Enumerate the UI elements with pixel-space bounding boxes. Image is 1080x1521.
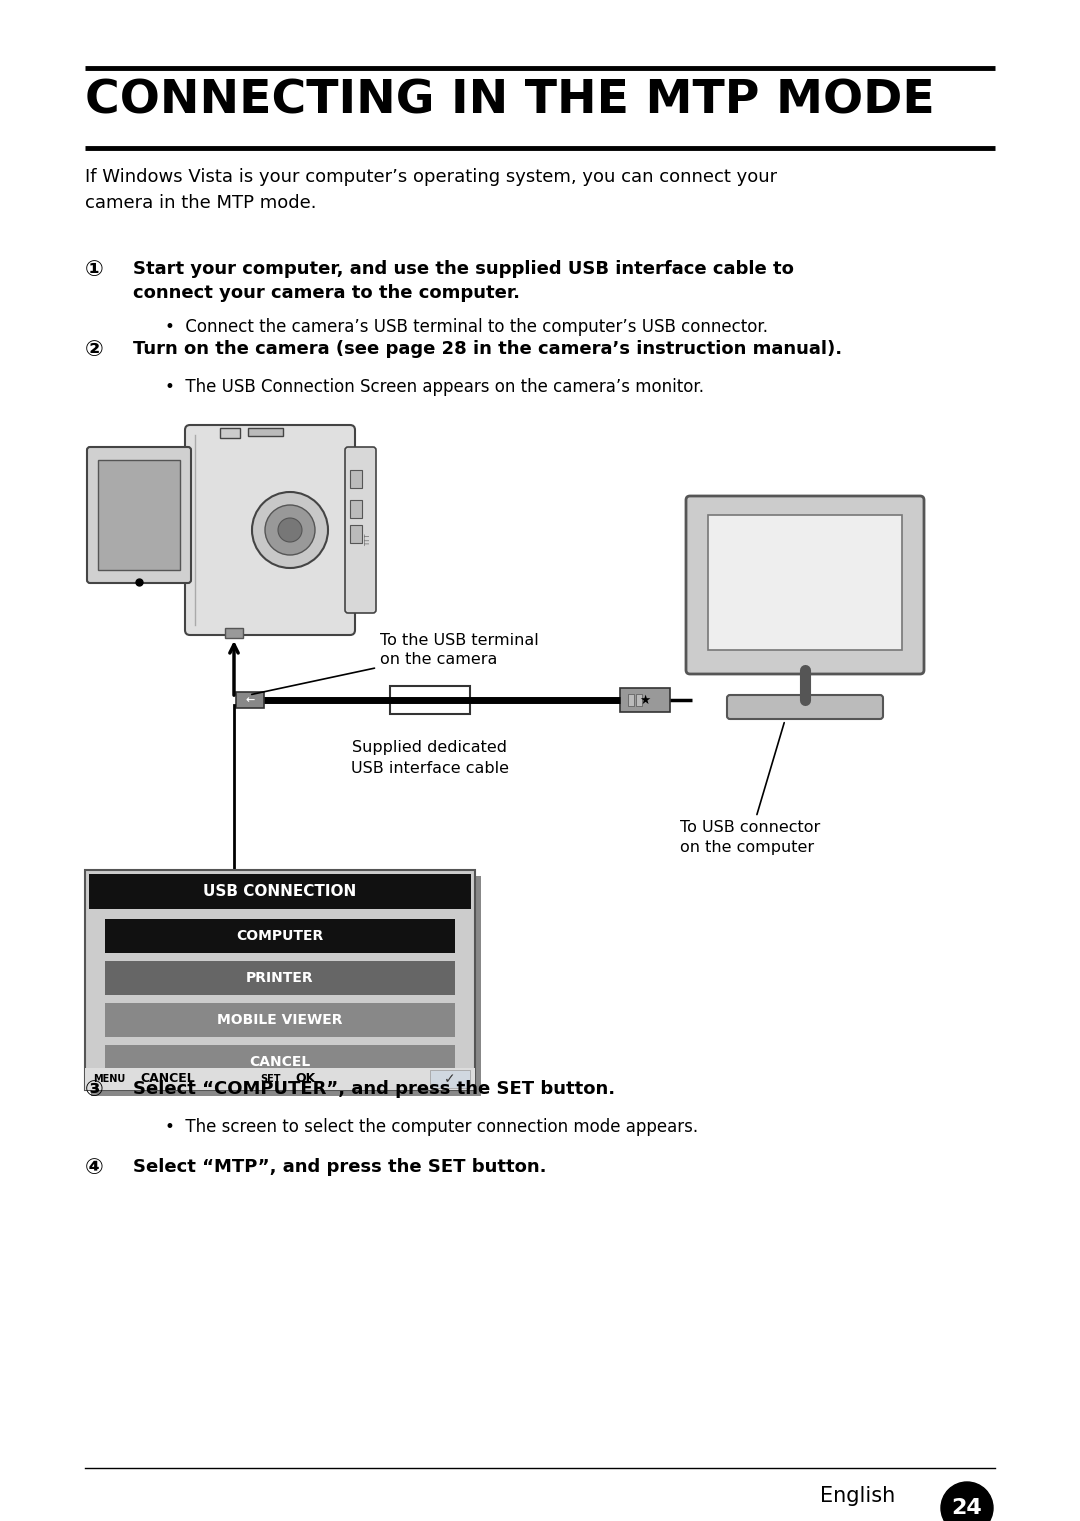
Text: ④: ④ xyxy=(85,1157,104,1177)
Text: ③: ③ xyxy=(85,1080,104,1100)
Bar xyxy=(91,876,481,1097)
Text: COMPUTER: COMPUTER xyxy=(237,929,324,943)
Text: USB CONNECTION: USB CONNECTION xyxy=(203,884,356,899)
Text: OK: OK xyxy=(295,1072,315,1086)
Circle shape xyxy=(278,519,302,541)
Text: Start your computer, and use the supplied USB interface cable to
connect your ca: Start your computer, and use the supplie… xyxy=(133,260,794,301)
Bar xyxy=(237,692,264,707)
Text: ✓: ✓ xyxy=(444,1072,456,1086)
Text: MENU: MENU xyxy=(93,1074,125,1084)
Text: ←: ← xyxy=(245,695,255,706)
Bar xyxy=(350,525,362,543)
Bar xyxy=(105,919,455,954)
Text: 24: 24 xyxy=(951,1498,983,1518)
Circle shape xyxy=(252,491,328,567)
Bar xyxy=(620,687,670,712)
Bar xyxy=(627,694,634,706)
Bar xyxy=(89,875,471,910)
Text: Turn on the camera (see page 28 in the camera’s instruction manual).: Turn on the camera (see page 28 in the c… xyxy=(133,341,842,357)
Bar xyxy=(105,961,455,995)
FancyBboxPatch shape xyxy=(727,695,883,719)
Text: ①: ① xyxy=(85,260,104,280)
Bar xyxy=(708,516,902,649)
Text: ②: ② xyxy=(85,341,104,360)
Bar xyxy=(98,459,180,570)
Circle shape xyxy=(941,1481,993,1521)
Text: To USB connector
on the computer: To USB connector on the computer xyxy=(680,722,820,855)
Bar xyxy=(248,427,283,437)
Bar xyxy=(636,694,642,706)
Bar xyxy=(85,1068,475,1091)
Text: •  The screen to select the computer connection mode appears.: • The screen to select the computer conn… xyxy=(165,1118,698,1136)
FancyBboxPatch shape xyxy=(686,496,924,674)
Text: •  Connect the camera’s USB terminal to the computer’s USB connector.: • Connect the camera’s USB terminal to t… xyxy=(165,318,768,336)
Bar xyxy=(350,470,362,488)
Text: To the USB terminal
on the camera: To the USB terminal on the camera xyxy=(252,633,539,695)
Text: CANCEL: CANCEL xyxy=(140,1072,194,1086)
Bar xyxy=(350,500,362,519)
Text: TTT: TTT xyxy=(365,534,372,546)
Text: CANCEL: CANCEL xyxy=(249,1056,311,1069)
Bar xyxy=(220,427,240,438)
Bar xyxy=(390,686,470,713)
Bar xyxy=(105,1002,455,1037)
Bar xyxy=(430,1069,470,1088)
Circle shape xyxy=(265,505,315,555)
FancyBboxPatch shape xyxy=(185,424,355,634)
FancyBboxPatch shape xyxy=(345,447,376,613)
Text: SET: SET xyxy=(260,1074,281,1084)
Text: Select “COMPUTER”, and press the SET button.: Select “COMPUTER”, and press the SET but… xyxy=(133,1080,616,1098)
Bar xyxy=(225,628,243,637)
Text: English: English xyxy=(820,1486,895,1506)
Text: If Windows Vista is your computer’s operating system, you can connect your
camer: If Windows Vista is your computer’s oper… xyxy=(85,167,778,213)
Text: MOBILE VIEWER: MOBILE VIEWER xyxy=(217,1013,342,1027)
Text: CONNECTING IN THE MTP MODE: CONNECTING IN THE MTP MODE xyxy=(85,78,935,123)
Text: ★: ★ xyxy=(639,694,650,706)
Text: Select “MTP”, and press the SET button.: Select “MTP”, and press the SET button. xyxy=(133,1157,546,1176)
Bar xyxy=(85,870,475,1091)
FancyBboxPatch shape xyxy=(87,447,191,583)
Text: •  The USB Connection Screen appears on the camera’s monitor.: • The USB Connection Screen appears on t… xyxy=(165,379,704,395)
Text: PRINTER: PRINTER xyxy=(246,970,314,986)
Bar xyxy=(105,1045,455,1078)
Text: Supplied dedicated
USB interface cable: Supplied dedicated USB interface cable xyxy=(351,741,509,776)
